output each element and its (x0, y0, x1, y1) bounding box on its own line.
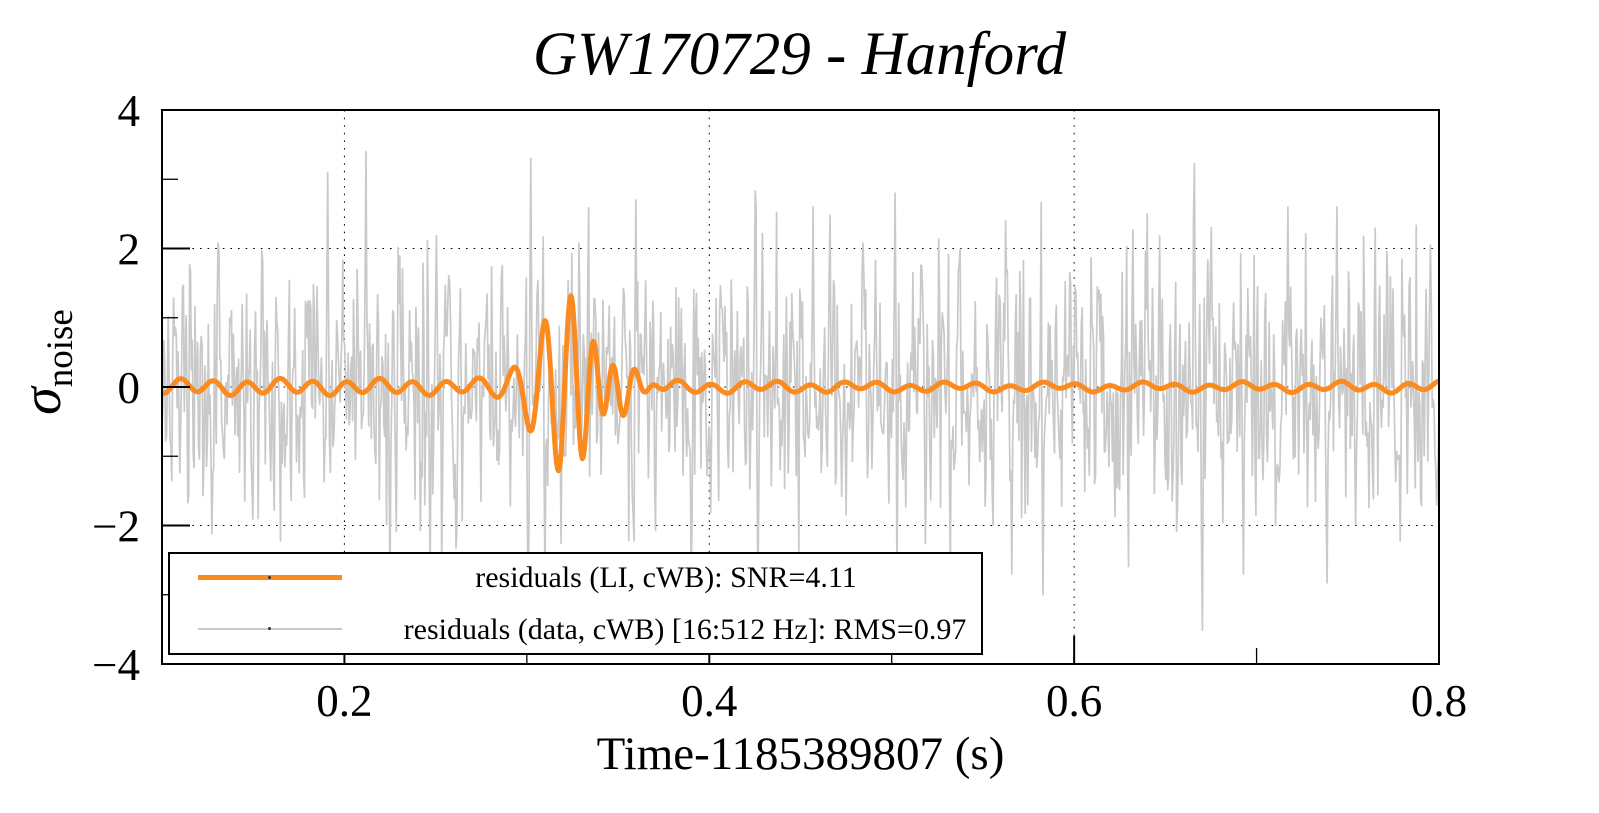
series-residuals-li (163, 293, 1438, 474)
x-tick-label: 0.4 (681, 676, 737, 726)
x-tick-label: 0.8 (1411, 676, 1467, 726)
y-axis-label: σnoise (10, 309, 82, 415)
legend-label-li-cwb: residuals (LI, cWB): SNR=4.11 (475, 561, 857, 594)
legend-marker-dot (268, 627, 271, 630)
y-axis-label-subscript: noise (40, 309, 82, 388)
y-axis-label-sigma: σ (10, 387, 73, 415)
y-tick-label: 2 (118, 225, 141, 275)
y-tick-label: 4 (118, 86, 141, 136)
legend-sample-line-li-cwb (198, 575, 342, 580)
legend-label-data-cwb: residuals (data, cWB) [16:512 Hz]: RMS=0… (403, 613, 967, 646)
x-tick-label: 0.6 (1046, 676, 1102, 726)
series-residuals-data (163, 150, 1438, 632)
x-axis-label: Time-1185389807 (s) (596, 728, 1005, 780)
legend-sample-line-data-cwb (198, 627, 342, 630)
y-tick-label: −2 (92, 502, 140, 552)
chart-title: GW170729 - Hanford (532, 21, 1067, 88)
legend-box: residuals (LI, cWB): SNR=4.11 residuals … (168, 552, 983, 655)
y-tick-label: 0 (118, 363, 141, 413)
y-tick-label: −4 (92, 640, 140, 690)
legend-marker-dot (268, 575, 271, 579)
x-tick-label: 0.2 (316, 676, 372, 726)
